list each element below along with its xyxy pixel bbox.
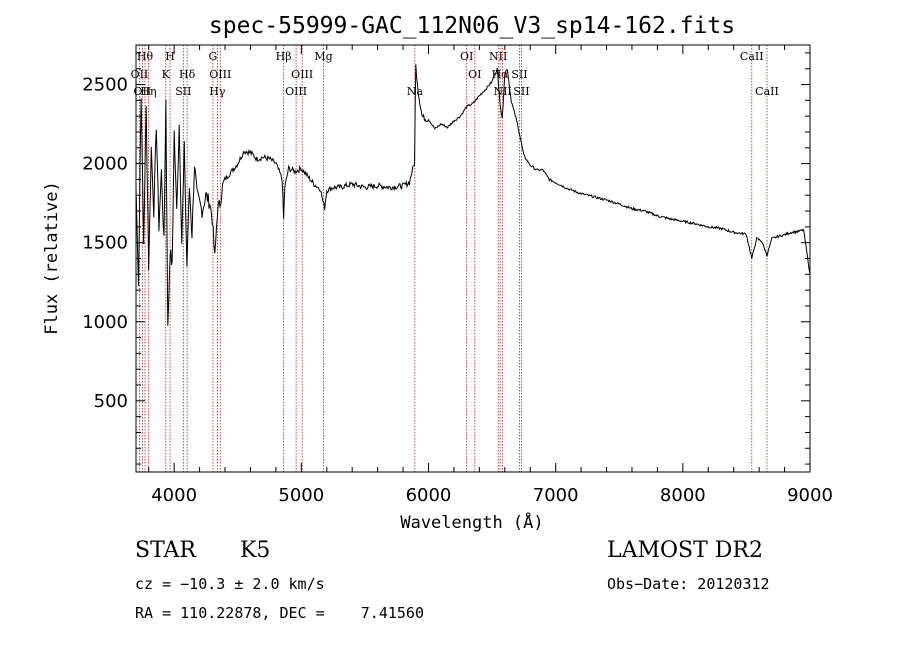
spectral-line-label: Hγ [209,85,226,98]
spectral-line-label: Hη [140,85,156,98]
y-tick-label: 2000 [82,154,128,175]
x-tick-label: 4000 [151,485,197,506]
line-marker-layer: OIIOIIHθHηKHHδSIIGHγOIIIHβOIIIOIIIMgNaOI… [131,45,779,472]
redshift-cz: cz = −10.3 ± 2.0 km/s [135,575,325,593]
x-axis-label: Wavelength (Å) [400,511,543,533]
spectral-line-label: CaII [740,50,764,63]
spectral-line-label: Mg [314,50,332,63]
spectral-line-label: H [165,50,175,63]
object-subclass: K5 [240,538,271,563]
spectral-line-label: Hθ [137,50,154,63]
spectral-line-label: OIII [209,68,231,81]
plot-frame [135,44,811,473]
spectral-line-label: CaII [755,85,779,98]
spectral-line-label: OIII [291,68,313,81]
spectral-line-label: NII [489,50,507,63]
spectral-line-label: OIII [285,85,307,98]
x-tick-label: 6000 [406,485,452,506]
chart-title: spec-55999-GAC_112N06_V3_sp14-162.fits [209,13,735,39]
spectral-line-label: OII [133,85,151,98]
spectral-line-label: OI [468,68,481,81]
y-tick-label: 2500 [82,75,128,96]
x-tick-label: 9000 [787,485,833,506]
spectral-line-label: OI [460,50,473,63]
y-tick-label: 1000 [82,312,128,333]
spectral-line-label: Hβ [276,50,292,63]
spectral-line-label: SII [513,85,529,98]
ra-dec: RA = 110.22878, DEC = 7.41560 [135,604,424,622]
spectral-line-label: SII [511,68,527,81]
spectral-line-label: SII [175,85,191,98]
spectral-line-label: G [209,50,218,63]
object-class: STAR [135,538,196,563]
y-axis-label: Flux (relative) [42,181,62,335]
spectral-line-label: OII [131,68,149,81]
spectrum-series-line [135,64,811,326]
y-tick-label: 500 [94,391,128,412]
series-layer [135,64,811,326]
spectral-line-label: Hδ [179,68,196,81]
spectral-line-label: K [162,68,171,81]
spectral-line-label: NII [493,85,511,98]
x-tick-label: 7000 [533,485,579,506]
axis-ticks: 4000 5000 6000 7000 8000 9000 500 1000 1500 2000 2… [82,45,833,506]
obs-date: Obs−Date: 20120312 [607,575,770,593]
survey-name: LAMOST DR2 [607,538,763,563]
x-tick-label: 5000 [278,485,324,506]
y-tick-label: 1500 [82,233,128,254]
x-tick-label: 8000 [660,485,706,506]
